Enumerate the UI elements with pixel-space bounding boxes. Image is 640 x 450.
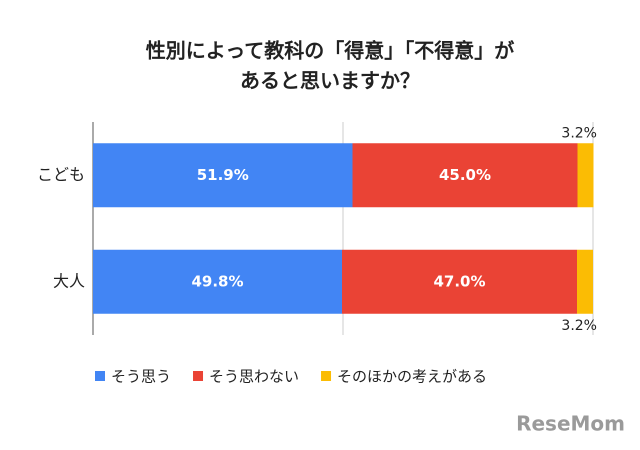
legend-swatch — [95, 371, 105, 381]
bar-segment — [93, 249, 342, 314]
legend-swatch — [193, 371, 204, 381]
y-tick-label: こども — [37, 165, 85, 184]
legend-swatch — [321, 371, 332, 381]
bar-segment — [577, 249, 593, 314]
data-label: 3.2% — [561, 125, 597, 141]
bar-segment — [352, 143, 578, 208]
bar-segment — [577, 143, 594, 208]
bar-segment — [93, 143, 353, 208]
data-label: 45.0% — [439, 166, 491, 184]
legend-label: そのほかの考えがある — [337, 368, 487, 386]
bar-segment — [342, 249, 577, 314]
y-tick-label: 大人 — [53, 271, 85, 290]
chart-title: 性別によって教科の「得意」「不得意」が — [146, 39, 514, 63]
legend-label: そう思わない — [209, 368, 299, 386]
data-label: 3.2% — [561, 318, 597, 334]
chart-title: あると思いますか？ — [240, 69, 420, 93]
legend-label: そう思う — [111, 368, 171, 386]
watermark: ReseMom — [516, 412, 625, 436]
data-label: 51.9% — [197, 166, 249, 184]
data-label: 49.8% — [191, 272, 243, 290]
data-label: 47.0% — [433, 272, 485, 290]
